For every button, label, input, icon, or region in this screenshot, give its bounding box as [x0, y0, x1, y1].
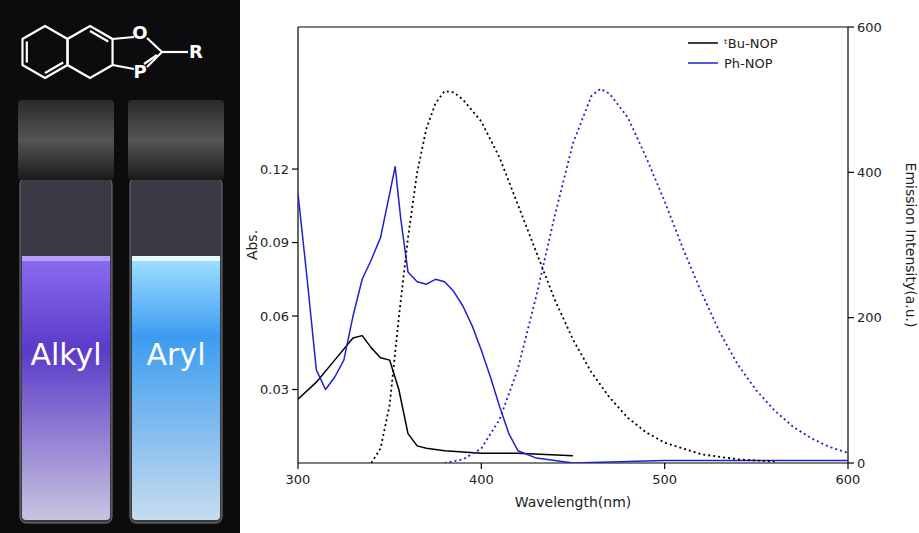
y2-tick-label: 600 [857, 20, 882, 35]
meniscus [132, 256, 220, 261]
y-axis-title: Abs. [244, 230, 260, 260]
y-tick-label: 0.12 [260, 162, 289, 177]
y-tick-label: 0.09 [260, 235, 289, 250]
y2-axis-line [847, 27, 848, 463]
legend-label: ᵗBu-NOP [724, 36, 778, 51]
y-tick [292, 389, 298, 390]
x-tick-label: 300 [286, 472, 311, 487]
y-tick [292, 315, 298, 316]
legend-label: Ph-NOP [724, 56, 773, 71]
page: OP R Alkyl Aryl 300 400 500 600 0.03 0.06 0.09 0.12… [0, 0, 919, 533]
x-tick [664, 463, 665, 469]
y-axis-line [297, 27, 298, 463]
atom-label: O [132, 22, 147, 43]
x-tick [847, 463, 848, 469]
bond [162, 51, 188, 53]
ring-bond [68, 26, 113, 78]
x-tick-label: 400 [469, 472, 494, 487]
legend-swatch [688, 42, 718, 44]
x-tick [481, 463, 482, 469]
photo-panel: OP R Alkyl Aryl [0, 0, 240, 533]
y2-tick [848, 172, 854, 173]
legend: ᵗBu-NOP Ph-NOP [688, 36, 778, 71]
double-bond [45, 63, 63, 74]
atom-label: R [189, 41, 203, 62]
photo-background [0, 0, 240, 533]
series-line [298, 167, 848, 463]
vial-cap [128, 100, 224, 180]
y-tick-label: 0.06 [260, 309, 289, 324]
ring-bond [22, 26, 67, 78]
double-bond [90, 31, 108, 42]
vial-liquid [22, 258, 110, 520]
y2-tick [848, 26, 854, 27]
meniscus [22, 256, 110, 261]
double-bond [26, 42, 28, 63]
y2-tick-label: 400 [857, 165, 882, 180]
y-tick [292, 168, 298, 169]
atom-label: P [133, 61, 146, 82]
vial-cap [18, 100, 114, 180]
y-tick [292, 242, 298, 243]
vial-liquid [132, 258, 220, 520]
y2-tick [848, 462, 854, 463]
vial-label: Alkyl [30, 337, 101, 372]
bond [147, 38, 162, 52]
y2-axis-title: Emission Intensity(a.u.) [903, 163, 919, 328]
bond [113, 37, 134, 39]
vial: Alkyl [18, 100, 114, 523]
y-tick-label: 0.03 [260, 382, 289, 397]
x-tick-label: 600 [836, 472, 861, 487]
series-line [298, 336, 573, 456]
structure [22, 26, 188, 78]
vial-glass [130, 178, 222, 523]
x-tick [297, 463, 298, 469]
bond [113, 65, 134, 69]
chart: 300 400 500 600 0.03 0.06 0.09 0.12 0 200 400 600 Wa… [244, 20, 919, 511]
x-tick-label: 500 [652, 472, 677, 487]
x-axis-title: Wavelength(nm) [515, 494, 631, 510]
legend-swatch [688, 62, 718, 64]
y2-tick-label: 0 [857, 456, 865, 471]
y2-tick-label: 200 [857, 310, 882, 325]
vial: Aryl [128, 100, 224, 523]
plot-area [298, 89, 848, 463]
vial-glass [20, 178, 112, 523]
y2-tick [848, 317, 854, 318]
top-frame-line [298, 26, 848, 27]
series-line [445, 89, 848, 463]
vial-label: Aryl [147, 337, 206, 372]
